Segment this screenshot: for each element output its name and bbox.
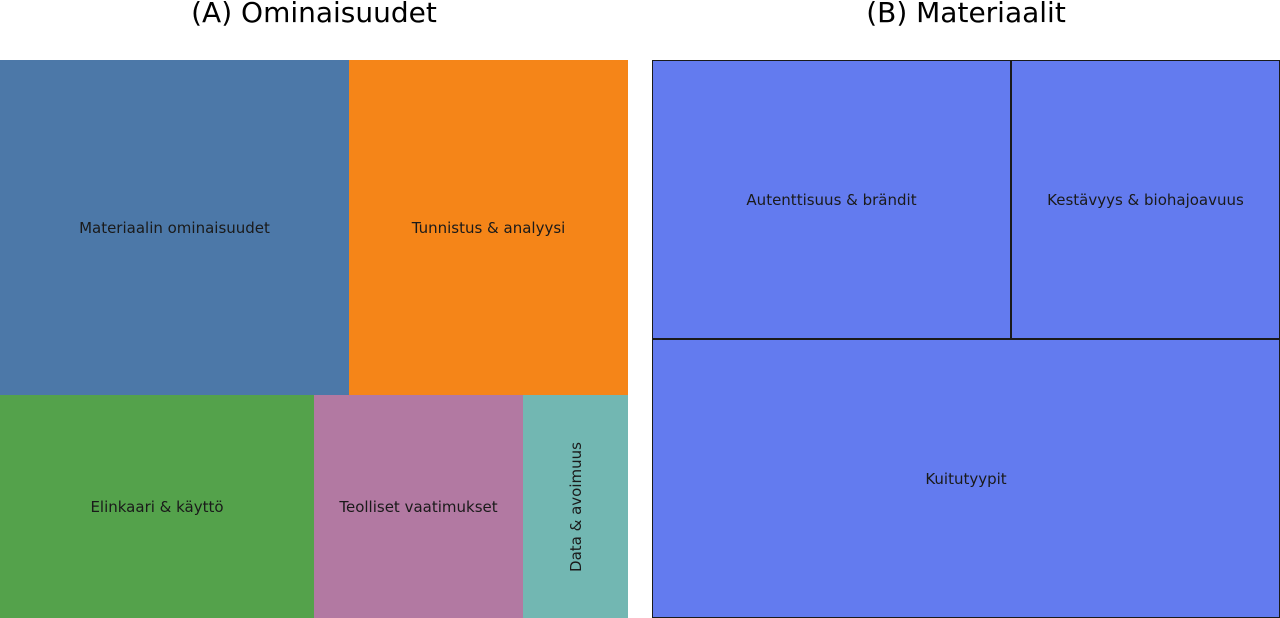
panel-b-title: (B) Materiaalit: [866, 0, 1066, 29]
treemap-label: Kuitutyypit: [925, 469, 1007, 488]
treemap-label: Materiaalin ominaisuudet: [79, 218, 270, 237]
treemap-cell-teolliset-vaatimukset: Teolliset vaatimukset: [314, 395, 523, 618]
treemap-cell-autenttisuus-and-brandit: Autenttisuus & brändit: [652, 60, 1011, 339]
treemap-label: Data & avoimuus: [566, 441, 585, 572]
treemap-label: Autenttisuus & brändit: [746, 190, 917, 209]
treemap-label: Teolliset vaatimukset: [339, 497, 498, 516]
panel-a-title: (A) Ominaisuudet: [191, 0, 437, 29]
treemap-cell-materiaalin-ominaisuudet: Materiaalin ominaisuudet: [0, 60, 349, 395]
treemap-ominaisuudet: Materiaalin ominaisuudet Tunnistus & anal…: [0, 60, 628, 618]
treemap-label: Tunnistus & analyysi: [411, 218, 566, 237]
treemap-materiaalit: Autenttisuus & brändit Kestävyys & biohaj…: [652, 60, 1280, 618]
treemap-cell-kestavyys-and-biohajoavuus: Kestävyys & biohajoavuus: [1011, 60, 1280, 339]
treemap-cell-tunnistus-and-analyysi: Tunnistus & analyysi: [349, 60, 628, 395]
treemap-cell-elinkaari-and-kaytto: Elinkaari & käyttö: [0, 395, 314, 618]
treemap-label: Kestävyys & biohajoavuus: [1047, 190, 1244, 209]
treemap-cell-data-and-avoimuus: Data & avoimuus: [523, 395, 628, 618]
treemap-label: Elinkaari & käyttö: [90, 497, 224, 516]
treemap-cell-kuitutyypit: Kuitutyypit: [652, 339, 1280, 618]
